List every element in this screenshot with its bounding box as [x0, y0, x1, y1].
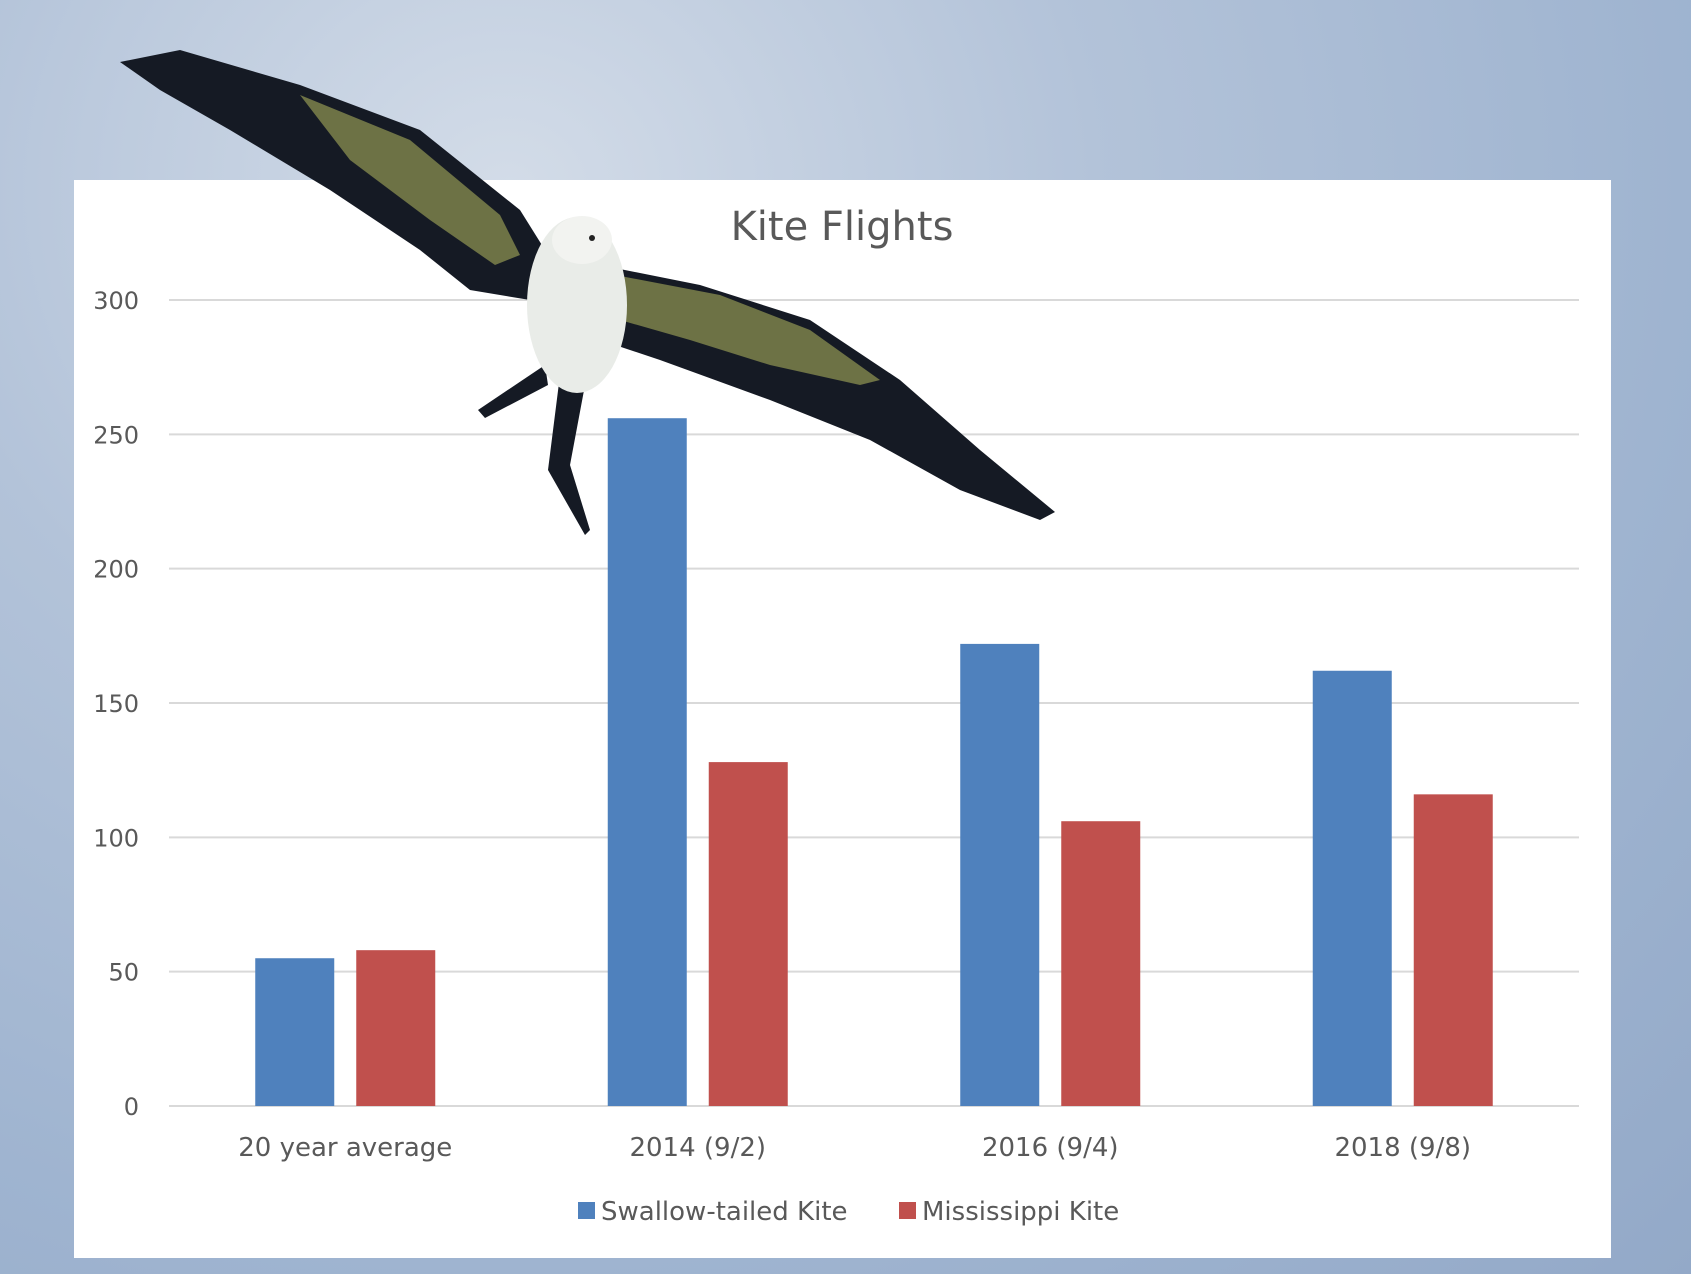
bar-chart: Kite Flights 0 50 100 150 200 250 300 20 year … — [93, 204, 1579, 1227]
bar-mississippi-kite-1 — [708, 762, 788, 1106]
y-tick-label: 100 — [93, 824, 139, 852]
y-tick-label: 150 — [93, 690, 139, 718]
chart-title: Kite Flights — [731, 204, 954, 250]
bar-mississippi-kite-2 — [1061, 821, 1141, 1106]
bar-swallow-tailed-kite-3 — [1312, 670, 1392, 1106]
chart-panel: Kite Flights 0 50 100 150 200 250 300 20 year … — [74, 180, 1611, 1258]
y-tick-label: 50 — [108, 959, 139, 987]
y-tick-label: 0 — [124, 1093, 139, 1121]
bar-swallow-tailed-kite-1 — [607, 418, 687, 1106]
bars — [255, 418, 1493, 1106]
x-axis-ticks: 20 year average 2014 (9/2) 2016 (9/4) 2018 … — [238, 1133, 1471, 1163]
y-tick-label: 250 — [93, 421, 139, 449]
bar-swallow-tailed-kite-2 — [960, 643, 1040, 1106]
x-tick-label: 2016 (9/4) — [982, 1133, 1119, 1163]
x-tick-label: 20 year average — [238, 1133, 452, 1163]
x-tick-label: 2014 (9/2) — [629, 1133, 766, 1163]
y-tick-label: 300 — [93, 287, 139, 315]
legend-label: Mississippi Kite — [922, 1197, 1119, 1227]
y-axis-ticks: 0 50 100 150 200 250 300 — [93, 287, 139, 1121]
legend-swatch — [578, 1202, 595, 1219]
bar-mississippi-kite-3 — [1413, 794, 1493, 1106]
legend: Swallow-tailed Kite Mississippi Kite — [578, 1197, 1119, 1227]
bar-swallow-tailed-kite-0 — [255, 958, 335, 1106]
legend-label: Swallow-tailed Kite — [601, 1197, 848, 1227]
x-tick-label: 2018 (9/8) — [1334, 1133, 1471, 1163]
bar-mississippi-kite-0 — [356, 950, 436, 1106]
y-tick-label: 200 — [93, 556, 139, 584]
legend-swatch — [899, 1202, 916, 1219]
